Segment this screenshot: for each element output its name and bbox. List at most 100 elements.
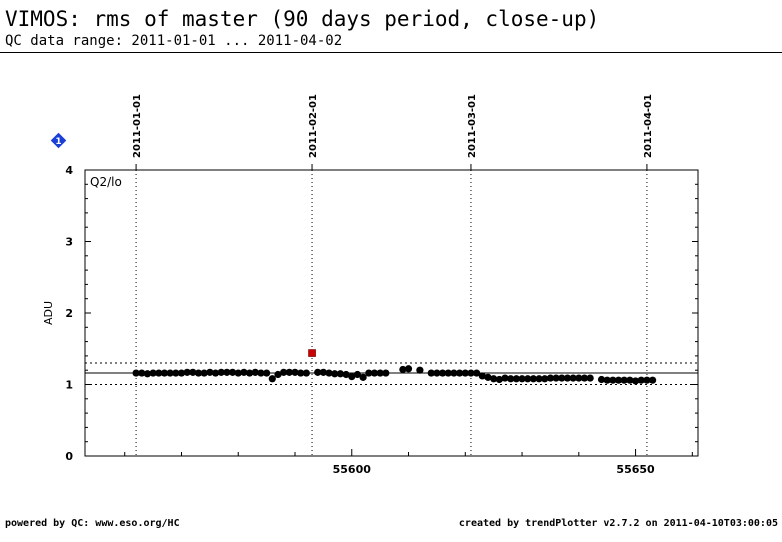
data-point — [325, 369, 333, 377]
data-point — [626, 376, 634, 384]
data-point — [365, 369, 373, 377]
data-point — [524, 375, 532, 383]
title-divider — [0, 52, 782, 53]
data-point — [359, 373, 367, 381]
data-point — [467, 369, 475, 377]
data-point — [240, 368, 248, 376]
data-point — [399, 365, 407, 374]
data-point — [257, 369, 265, 377]
axes: 0 1 2 3 4 55600 55650 — [65, 164, 698, 476]
x-tick-label: 55650 — [616, 463, 655, 476]
data-point — [297, 369, 305, 377]
data-point — [631, 377, 640, 385]
data-point — [637, 376, 645, 384]
data-point — [586, 374, 594, 382]
data-point — [342, 370, 350, 379]
data-point — [206, 368, 214, 376]
data-point — [263, 369, 271, 377]
data-point — [404, 365, 413, 373]
plot-frame — [84, 169, 699, 457]
footer-created-by: created by trendPlotter v2.7.2 on 2011-0… — [458, 518, 778, 529]
data-point — [461, 369, 469, 377]
data-point — [348, 373, 356, 381]
data-point — [319, 368, 327, 376]
y-tick-label: 3 — [65, 236, 73, 249]
data-point — [614, 376, 623, 384]
data-point — [433, 369, 441, 377]
data-point — [518, 375, 526, 383]
y-tick-label: 1 — [65, 379, 73, 392]
outlier-point — [308, 349, 316, 357]
data-point — [484, 373, 492, 381]
data-point — [450, 369, 458, 377]
data-point — [177, 369, 186, 377]
data-point — [143, 370, 152, 378]
data-point — [473, 369, 481, 377]
data-point — [563, 374, 572, 382]
data-point — [314, 368, 322, 376]
date-marker-label: 2011-01-01 — [132, 94, 143, 158]
data-point — [183, 368, 191, 376]
data-point — [217, 368, 225, 376]
data-point — [507, 375, 515, 383]
footer-powered-by: powered by QC: www.eso.org/HC — [5, 518, 180, 529]
data-points — [132, 349, 657, 385]
data-point — [189, 368, 197, 376]
data-point — [268, 375, 276, 383]
y-tick-label: 2 — [65, 307, 73, 320]
info-badge-label: 1 — [55, 137, 61, 147]
data-point — [138, 369, 146, 377]
data-point — [149, 369, 157, 377]
data-point — [597, 375, 606, 384]
data-point — [223, 368, 231, 376]
data-point — [575, 374, 583, 382]
data-point — [609, 376, 617, 384]
date-marker-label: 2011-02-01 — [308, 94, 319, 158]
data-point — [331, 370, 339, 378]
data-point — [353, 370, 362, 379]
data-point — [620, 376, 628, 384]
y-axis-label: ADU — [42, 301, 55, 325]
info-badge[interactable]: 1 — [50, 132, 67, 149]
data-point — [194, 369, 203, 377]
data-point — [512, 375, 520, 383]
data-point — [291, 368, 299, 376]
data-point — [280, 368, 288, 376]
data-point — [580, 374, 589, 382]
page-title: VIMOS: rms of master (90 days period, cl… — [5, 7, 600, 31]
y-tick-label: 4 — [65, 164, 73, 177]
data-point — [529, 375, 537, 383]
data-point — [132, 369, 140, 377]
data-point — [427, 369, 435, 377]
data-point — [200, 369, 208, 377]
date-marker-label: 2011-03-01 — [467, 94, 478, 158]
panel-label: Q2/lo — [90, 175, 122, 189]
data-point — [370, 369, 379, 377]
data-point — [444, 369, 452, 377]
data-point — [228, 368, 237, 376]
data-point — [274, 370, 282, 379]
data-point — [535, 375, 543, 383]
data-point — [495, 375, 503, 384]
data-point — [211, 369, 220, 377]
date-markers: 2011-01-01 2011-02-01 2011-03-01 2011-04-01 — [132, 94, 654, 456]
data-point — [648, 376, 657, 384]
data-point — [382, 369, 390, 377]
data-point — [569, 374, 577, 382]
data-point — [302, 369, 310, 377]
data-point — [251, 368, 259, 376]
info-badge-icon[interactable] — [50, 132, 67, 149]
data-point — [172, 369, 180, 377]
data-point — [501, 374, 509, 382]
page-subtitle: QC data range: 2011-01-01 ... 2011-04-02 — [5, 33, 343, 49]
data-point — [155, 369, 163, 377]
data-point — [166, 369, 174, 377]
x-tick-label: 55600 — [333, 463, 372, 476]
data-point — [546, 374, 555, 382]
data-point — [456, 369, 464, 377]
y-tick-label: 0 — [65, 450, 73, 463]
date-marker-label: 2011-04-01 — [643, 94, 654, 158]
data-point — [285, 368, 293, 376]
data-point — [336, 370, 345, 378]
